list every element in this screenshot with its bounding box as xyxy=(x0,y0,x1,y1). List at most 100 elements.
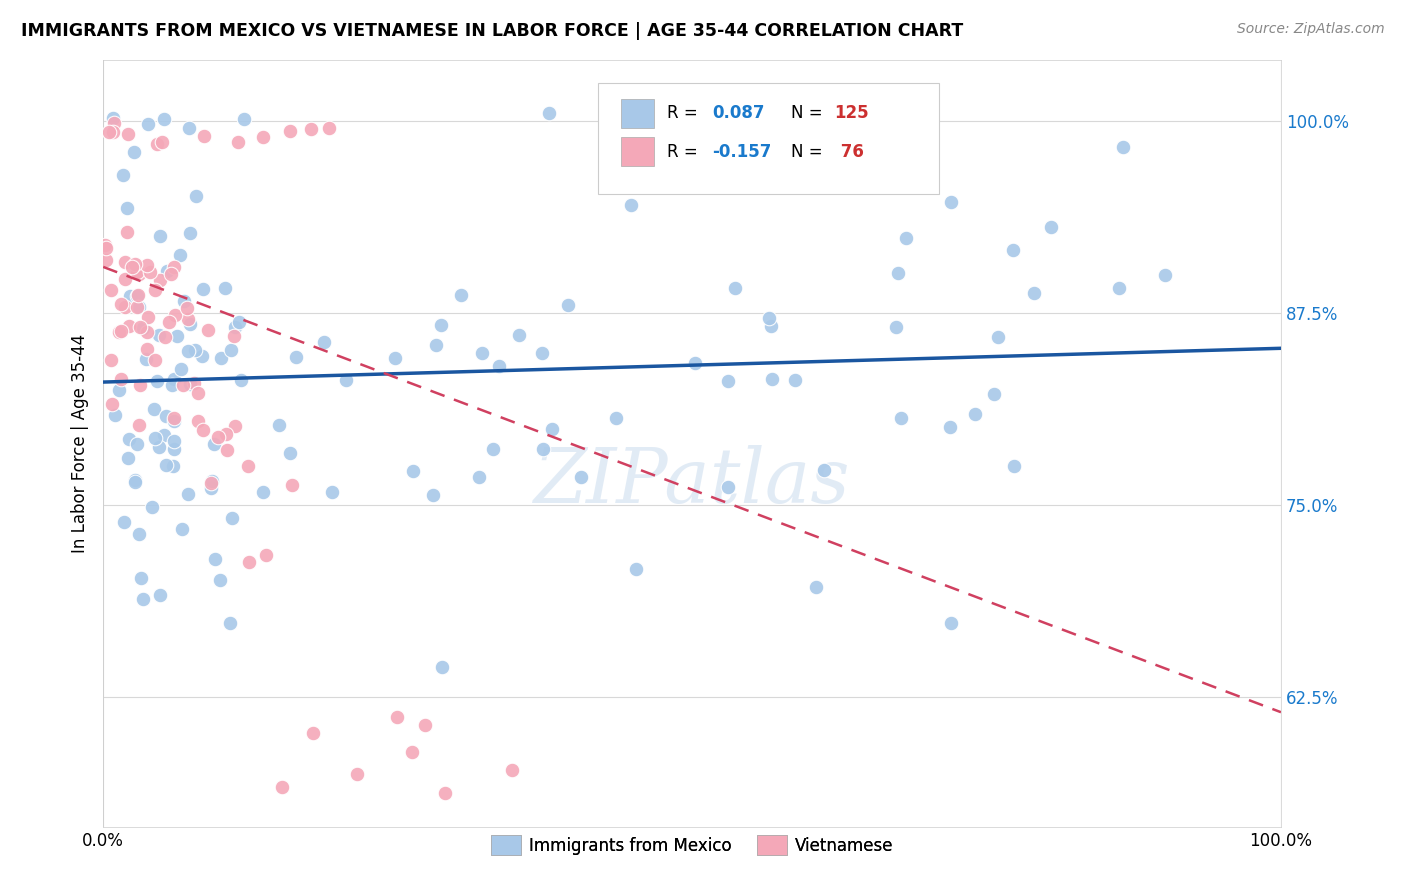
Point xyxy=(118,318,141,333)
Point xyxy=(177,121,200,136)
Point xyxy=(124,473,146,487)
Point xyxy=(224,320,246,334)
Point xyxy=(141,500,163,514)
Point xyxy=(114,272,136,286)
Point xyxy=(450,287,472,301)
Point xyxy=(162,377,184,392)
Point xyxy=(128,418,150,433)
Point xyxy=(142,401,165,416)
Point xyxy=(135,258,157,272)
Point xyxy=(187,414,209,428)
Point xyxy=(200,481,222,495)
Text: 76: 76 xyxy=(835,143,863,161)
Point xyxy=(685,356,707,370)
Point xyxy=(557,298,579,312)
Point xyxy=(173,293,195,308)
Point xyxy=(318,121,340,136)
Point xyxy=(170,362,193,376)
Point xyxy=(759,318,782,333)
Point xyxy=(107,383,129,397)
Point xyxy=(179,317,201,331)
Point xyxy=(132,591,155,606)
Point xyxy=(209,573,232,587)
Point xyxy=(163,414,186,428)
Point xyxy=(128,268,150,282)
Point xyxy=(941,194,963,209)
Point xyxy=(187,385,209,400)
Point xyxy=(120,289,142,303)
Point xyxy=(166,328,188,343)
Point xyxy=(159,268,181,282)
Point xyxy=(143,352,166,367)
Point xyxy=(128,320,150,334)
Point xyxy=(501,763,523,777)
Point xyxy=(110,324,132,338)
Point xyxy=(150,135,173,149)
Point xyxy=(146,374,169,388)
Point xyxy=(191,282,214,296)
Point xyxy=(94,252,117,267)
Point xyxy=(531,442,554,457)
Point xyxy=(163,442,186,456)
Point xyxy=(156,264,179,278)
Point xyxy=(136,342,159,356)
Point xyxy=(129,571,152,585)
Point xyxy=(100,283,122,297)
Point xyxy=(723,280,745,294)
Point xyxy=(131,321,153,335)
Point xyxy=(197,323,219,337)
Point xyxy=(626,562,648,576)
Point xyxy=(153,330,176,344)
Point xyxy=(101,396,124,410)
Point xyxy=(108,325,131,339)
Point xyxy=(184,343,207,358)
Point xyxy=(143,283,166,297)
Point xyxy=(218,616,240,631)
Text: Source: ZipAtlas.com: Source: ZipAtlas.com xyxy=(1237,22,1385,37)
Point xyxy=(148,440,170,454)
Point xyxy=(221,511,243,525)
Text: R =: R = xyxy=(668,104,703,122)
Text: N =: N = xyxy=(792,143,828,161)
Point xyxy=(401,464,423,478)
Point xyxy=(605,411,627,425)
Point xyxy=(280,124,302,138)
Point xyxy=(135,325,157,339)
Text: IMMIGRANTS FROM MEXICO VS VIETNAMESE IN LABOR FORCE | AGE 35-44 CORRELATION CHAR: IMMIGRANTS FROM MEXICO VS VIETNAMESE IN … xyxy=(21,22,963,40)
Point xyxy=(301,121,323,136)
Point xyxy=(430,318,453,332)
Point xyxy=(214,281,236,295)
Point xyxy=(179,377,201,392)
Point xyxy=(717,374,740,388)
Point xyxy=(121,260,143,274)
Point xyxy=(422,488,444,502)
Point xyxy=(172,522,194,536)
Point xyxy=(468,470,491,484)
Point xyxy=(176,301,198,315)
Text: 125: 125 xyxy=(835,104,869,122)
Point xyxy=(813,462,835,476)
Point xyxy=(983,387,1005,401)
Point xyxy=(238,555,260,569)
Point xyxy=(541,422,564,436)
FancyBboxPatch shape xyxy=(621,99,654,128)
Point xyxy=(482,442,505,457)
Point xyxy=(269,417,291,432)
Point xyxy=(149,273,172,287)
Point xyxy=(201,474,224,488)
Point xyxy=(207,430,229,444)
Point xyxy=(155,409,177,423)
Point xyxy=(761,372,783,386)
Point xyxy=(186,189,208,203)
Point xyxy=(221,343,243,357)
Point xyxy=(302,725,325,739)
Point xyxy=(226,136,249,150)
Point xyxy=(112,515,135,529)
Point xyxy=(434,786,457,800)
Point xyxy=(172,378,194,392)
Point xyxy=(987,330,1010,344)
Point xyxy=(202,437,225,451)
Point xyxy=(94,241,117,255)
Point xyxy=(103,116,125,130)
Point xyxy=(191,423,214,437)
